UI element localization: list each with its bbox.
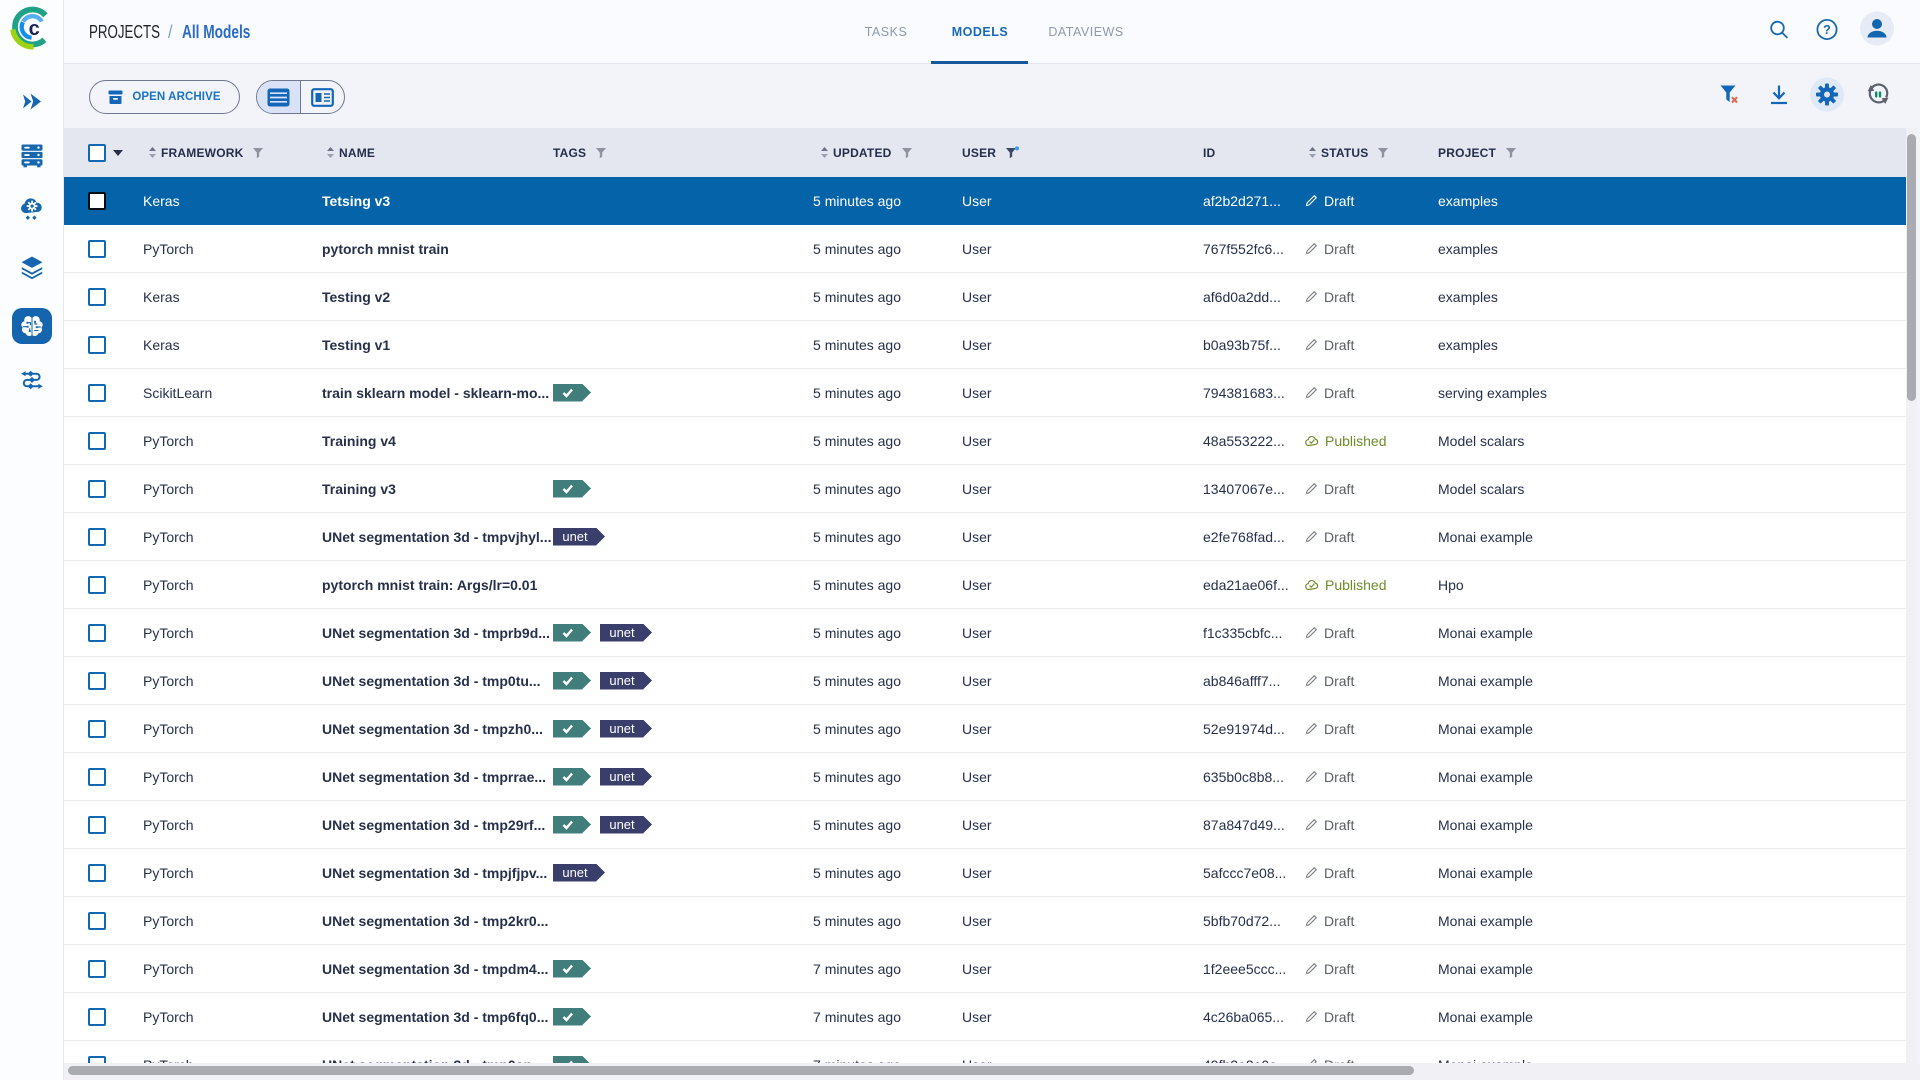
svg-text:c: c bbox=[29, 18, 40, 40]
svg-text:?: ? bbox=[1823, 23, 1831, 37]
